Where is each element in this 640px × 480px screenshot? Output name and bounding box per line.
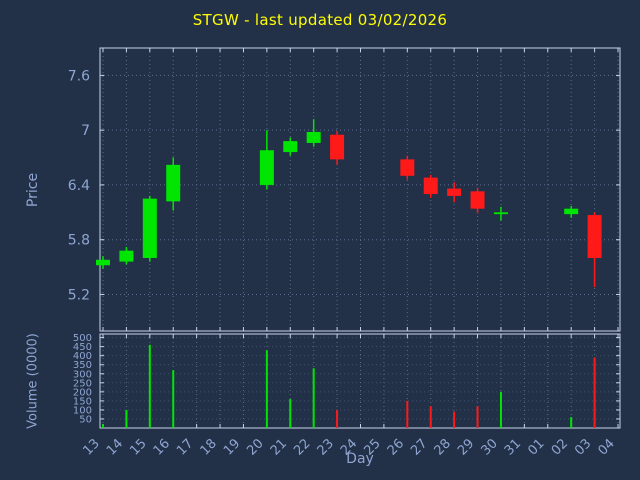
- price-tick-label: 7: [81, 123, 90, 139]
- candle-body: [259, 150, 274, 185]
- candle-body: [447, 188, 462, 196]
- volume-tick-label: 250: [73, 378, 92, 389]
- candle-body: [564, 208, 579, 215]
- volume-bar: [336, 409, 339, 428]
- volume-bar: [148, 344, 151, 428]
- volume-bar: [429, 406, 432, 428]
- price-tick-label: 6.4: [68, 178, 90, 194]
- candle-body: [470, 191, 485, 209]
- candle-body: [587, 215, 602, 258]
- volume-bar: [102, 424, 104, 428]
- price-axis-label: Price: [25, 172, 41, 208]
- candle-body: [306, 131, 321, 143]
- price-tick-label: 7.6: [68, 68, 90, 84]
- day-axis-label: Day: [346, 451, 374, 467]
- volume-tick-label: 50: [79, 414, 92, 425]
- candle-body: [400, 159, 415, 176]
- volume-tick-label: 500: [73, 333, 92, 344]
- candle-body: [96, 259, 110, 266]
- volume-tick-label: 100: [73, 405, 92, 416]
- volume-bar: [265, 350, 268, 428]
- volume-bar: [476, 406, 479, 428]
- candle-body: [119, 250, 134, 262]
- volume-bar: [570, 417, 573, 428]
- volume-bar: [593, 357, 596, 428]
- volume-tick-label: 200: [73, 387, 92, 398]
- volume-tick-label: 300: [73, 369, 92, 380]
- candle-body: [330, 134, 345, 160]
- volume-bar: [289, 399, 292, 428]
- volume-bar: [125, 409, 128, 428]
- volume-bar: [406, 400, 409, 428]
- volume-tick-label: 450: [73, 342, 92, 353]
- volume-bar: [172, 370, 175, 428]
- candle-body: [166, 164, 181, 202]
- volume-panel-border: [99, 333, 621, 429]
- volume-tick-label: 350: [73, 360, 92, 371]
- candle-body: [283, 141, 298, 153]
- candle-body: [142, 198, 157, 258]
- volume-bar: [453, 411, 456, 428]
- volume-bar: [312, 368, 315, 428]
- price-tick-label: 5.2: [68, 287, 90, 303]
- price-tick-label: 5.8: [68, 233, 90, 249]
- chart-title: STGW - last updated 03/02/2026: [192, 11, 448, 29]
- volume-tick-label: 150: [73, 396, 92, 407]
- volume-tick-label: 400: [73, 351, 92, 362]
- candle-body: [423, 177, 438, 195]
- volume-bar: [499, 391, 502, 428]
- volume-axis-label: Volume (0000): [25, 333, 41, 429]
- candle-body: [493, 212, 508, 215]
